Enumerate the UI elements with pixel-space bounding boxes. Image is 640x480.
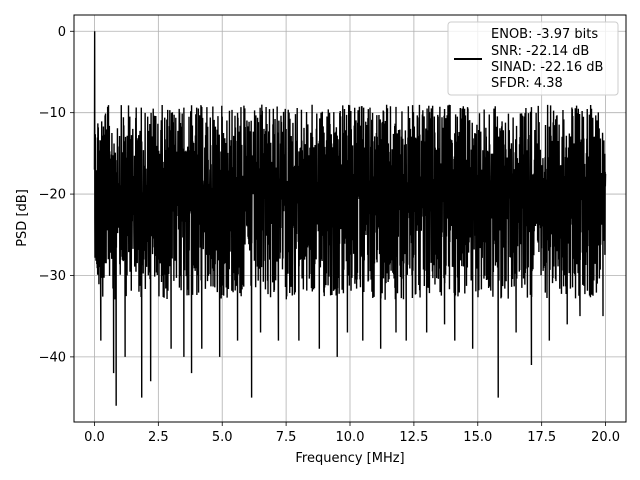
y-tick-label: −10 [39, 106, 66, 121]
psd-trace [93, 31, 607, 406]
y-axis-label: PSD [dB] [15, 189, 30, 247]
y-tick-label: −20 [39, 188, 66, 203]
x-tick-label: 15.0 [463, 430, 492, 445]
psd-series-line [93, 31, 607, 406]
legend-entry-enob: ENOB: -3.97 bits [491, 27, 598, 42]
x-tick-label: 7.5 [276, 430, 297, 445]
x-tick-label: 10.0 [336, 430, 365, 445]
x-axis-ticks: 0.0 2.5 5.0 7.5 10.0 12.5 15.0 17.5 20.0 [84, 422, 620, 445]
x-axis-label: Frequency [MHz] [295, 451, 404, 466]
legend-box [447, 21, 619, 96]
x-tick-label: 17.5 [527, 430, 556, 445]
x-tick-label: 5.0 [212, 430, 233, 445]
y-tick-label: −40 [39, 350, 66, 365]
legend-entry-sfdr: SFDR: 4.38 [491, 76, 563, 91]
y-tick-label: −30 [39, 269, 66, 284]
legend-entry-sinad: SINAD: -22.16 dB [491, 60, 603, 75]
y-axis-ticks: 0 −10 −20 −30 −40 [39, 25, 74, 365]
legend-entry-snr: SNR: -22.14 dB [491, 44, 589, 59]
x-tick-label: 12.5 [399, 430, 428, 445]
x-tick-label: 20.0 [591, 430, 620, 445]
legend: ENOB: -3.97 bits SNR: -22.14 dB SINAD: -… [447, 21, 619, 96]
x-tick-label: 0.0 [84, 430, 105, 445]
x-tick-label: 2.5 [148, 430, 169, 445]
y-tick-label: 0 [58, 25, 66, 40]
